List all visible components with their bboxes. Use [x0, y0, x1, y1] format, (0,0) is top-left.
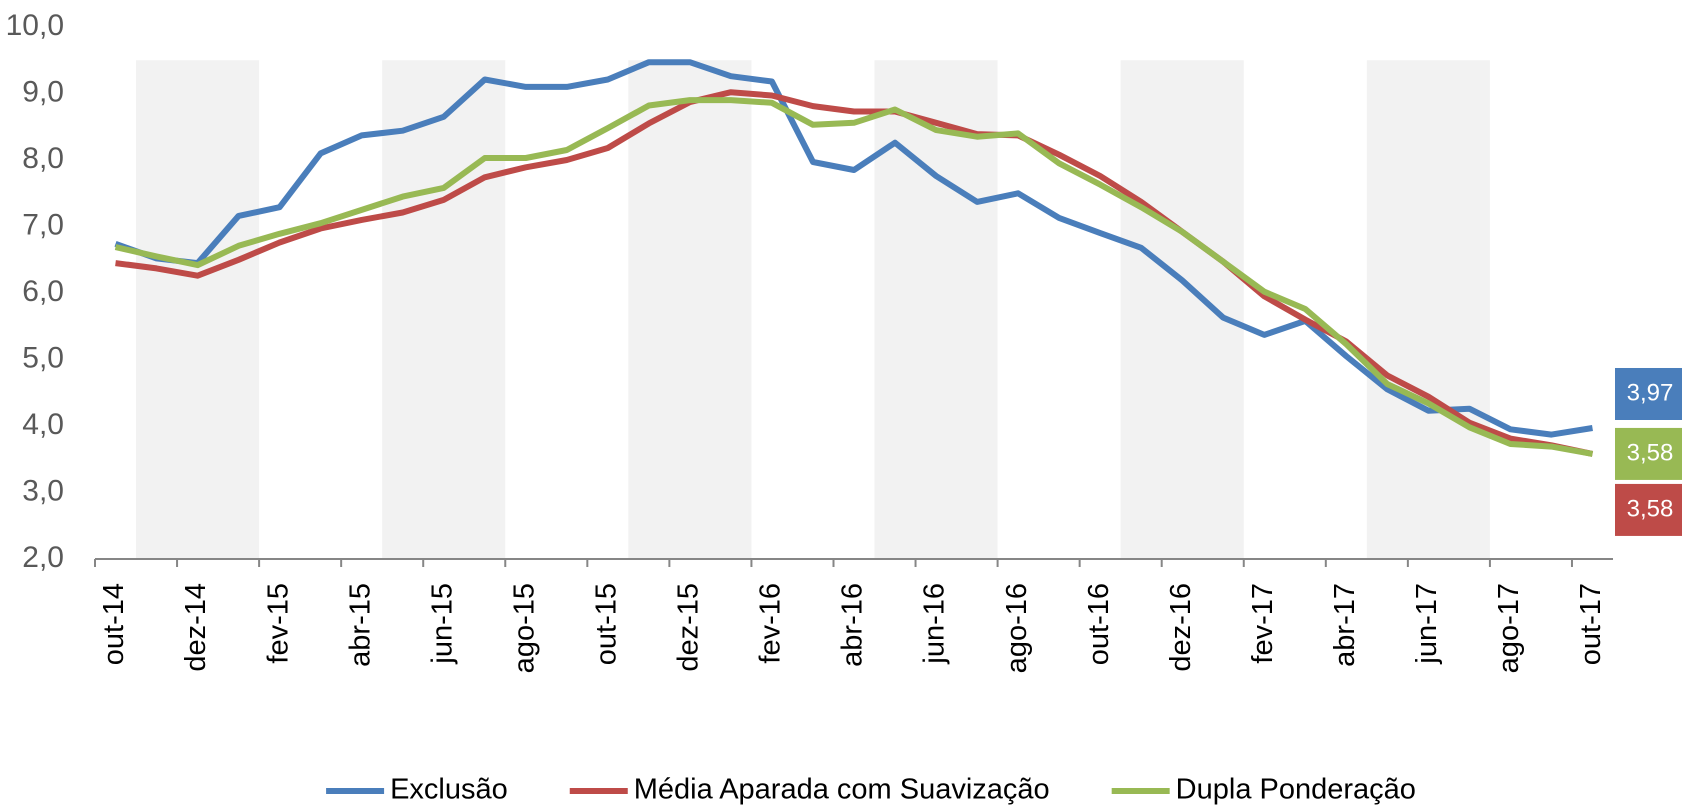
y-tick-label: 9,0: [22, 75, 64, 108]
shaded-band: [1366, 60, 1490, 559]
y-tick-label: 6,0: [22, 275, 64, 308]
y-tick-label: 10,0: [6, 9, 64, 42]
shaded-band: [382, 60, 506, 559]
x-tick-label: jun-16: [919, 583, 951, 665]
y-tick-label: 7,0: [22, 208, 64, 241]
x-tick-label: abr-15: [344, 583, 376, 667]
legend: Exclusão Média Aparada com Suavização Dupl…: [326, 774, 1416, 806]
end-label-box: [1615, 367, 1682, 420]
y-tick-label: 5,0: [22, 341, 64, 374]
x-tick-label: fev-17: [1247, 583, 1279, 664]
end-label: 3,58: [1627, 439, 1674, 466]
end-label: 3,58: [1627, 495, 1674, 522]
x-tick-label: dez-14: [180, 583, 212, 672]
x-tick-label: dez-15: [673, 583, 705, 672]
y-tick-label: 2,0: [22, 541, 64, 574]
x-tick-label: out-17: [1575, 583, 1607, 665]
x-tick-label: jun-15: [426, 583, 458, 665]
legend-label: Exclusão: [390, 774, 508, 806]
legend-label: Dupla Ponderação: [1176, 774, 1416, 806]
y-tick-label: 3,0: [22, 474, 64, 507]
series-line: [114, 97, 1594, 457]
x-tick-label: ago-15: [508, 583, 540, 673]
shaded-band: [628, 60, 752, 559]
x-tick-label: fev-16: [755, 583, 787, 664]
x-tick-label: out-14: [98, 583, 130, 665]
x-tick-label: abr-17: [1329, 583, 1361, 667]
x-tick-label: dez-16: [1165, 583, 1197, 672]
shaded-band: [136, 60, 260, 559]
x-tick-label: out-15: [590, 583, 622, 665]
x-tick-label: ago-17: [1493, 583, 1525, 673]
x-tick-label: fev-15: [262, 583, 294, 664]
end-label: 3,97: [1627, 379, 1674, 406]
y-tick-label: 8,0: [22, 142, 64, 175]
shaded-band: [1120, 60, 1244, 559]
x-tick-label: jun-17: [1411, 583, 1443, 665]
end-label-box: [1615, 427, 1682, 480]
y-tick-label: 4,0: [22, 408, 64, 441]
end-label-box: [1615, 483, 1682, 536]
series-line: [114, 59, 1593, 438]
legend-label: Média Aparada com Suavização: [634, 774, 1050, 806]
x-tick-label: out-16: [1083, 583, 1115, 665]
x-tick-label: ago-16: [1001, 583, 1033, 673]
x-tick-label: abr-16: [837, 583, 869, 667]
